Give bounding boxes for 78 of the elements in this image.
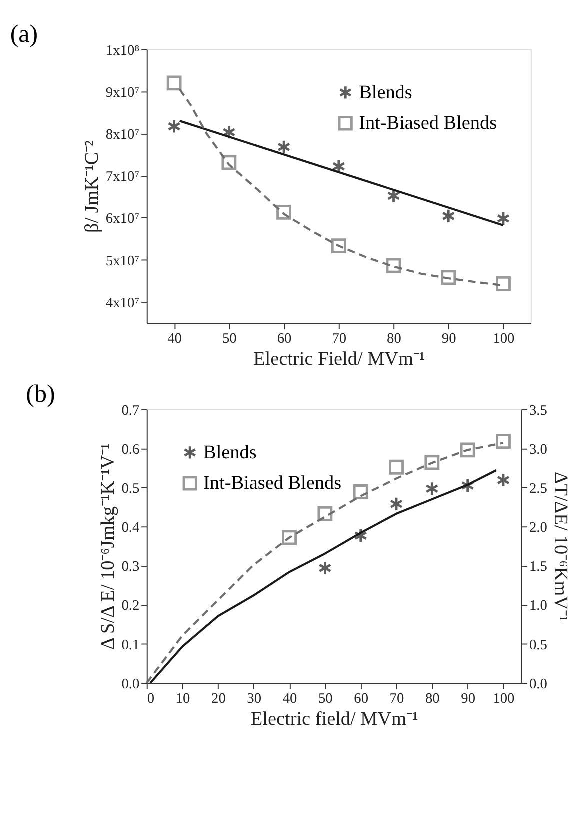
chart-title: (a) <box>10 20 38 48</box>
point <box>390 496 404 512</box>
y2-tick-label: 2.5 <box>529 480 548 497</box>
point <box>426 481 439 496</box>
x-tick-label: 50 <box>222 330 237 347</box>
point <box>441 270 456 286</box>
point <box>222 124 236 140</box>
x-tick-label: 40 <box>168 330 182 347</box>
x-tick-label: 20 <box>211 690 226 707</box>
point <box>496 434 511 450</box>
point <box>442 208 456 224</box>
x-tick-label: 70 <box>332 330 347 347</box>
legend-label: Blends <box>359 82 412 104</box>
x-tick-label: 60 <box>354 690 369 707</box>
y2-tick-label: 1.5 <box>529 559 548 576</box>
point <box>331 238 346 254</box>
x-tick-label: 80 <box>387 330 402 347</box>
y-tick-label: 1x10⁸ <box>106 42 140 59</box>
y-tick-label: 7x10⁷ <box>106 169 140 186</box>
point <box>387 188 400 204</box>
point <box>318 560 332 576</box>
point <box>276 204 292 220</box>
point <box>222 155 237 170</box>
x-tick-label: 50 <box>318 690 333 707</box>
x-tick-label: 100 <box>493 330 515 347</box>
point <box>277 140 291 155</box>
x-tick-label: 10 <box>176 690 190 707</box>
x-tick-label: 100 <box>493 690 515 707</box>
x-tick-label: 30 <box>247 690 262 707</box>
legend-label: Int-Biased Blends <box>204 473 342 494</box>
y-axis-title: β/ JmK⁻¹C⁻² <box>82 140 104 234</box>
x-tick-label: 70 <box>390 690 404 707</box>
y-tick-label: 0.2 <box>122 598 140 614</box>
point <box>332 159 346 174</box>
point <box>386 258 402 274</box>
x-tick-label: 60 <box>277 330 292 347</box>
x-axis-title: Electric field/ MVm⁻¹ <box>250 708 418 730</box>
y-axis-title: Δ S/Δ E/ 10⁻⁶Jmkg⁻¹K⁻¹V⁻¹ <box>98 443 120 650</box>
y2-tick-label: 0.0 <box>529 676 548 692</box>
y2-tick-label: 3.0 <box>529 442 548 458</box>
y2-tick-label: 2.0 <box>529 520 548 536</box>
y2-tick-label: 3.5 <box>529 402 548 419</box>
y2-tick-label: 1.0 <box>529 598 548 614</box>
y-tick-label: 0.4 <box>122 520 140 536</box>
point <box>318 506 333 522</box>
x-axis-title: Electric Field/ MVm⁻¹ <box>254 348 426 370</box>
y-tick-label: 0.3 <box>122 559 140 576</box>
point <box>166 76 182 91</box>
y-tick-label: 0.5 <box>122 480 140 497</box>
point <box>460 442 476 458</box>
point <box>354 528 368 544</box>
point <box>496 472 510 488</box>
point <box>353 484 368 500</box>
point <box>424 455 440 470</box>
legend-label: Blends <box>204 442 257 464</box>
x-tick-label: 0 <box>147 690 155 707</box>
legend-label: Int-Biased Blends <box>359 113 498 134</box>
y-tick-label: 9x10⁷ <box>106 84 140 101</box>
point <box>496 211 510 226</box>
y-tick-label: 4x10⁷ <box>106 295 140 312</box>
x-tick-label: 40 <box>282 690 298 707</box>
y-tick-label: 0.6 <box>122 442 140 458</box>
point <box>461 478 474 494</box>
y-tick-label: 8x10⁷ <box>106 126 140 143</box>
y-tick-label: 0.7 <box>122 402 140 419</box>
point <box>389 460 404 475</box>
x-tick-label: 90 <box>461 690 476 707</box>
y-tick-label: 6x10⁷ <box>106 211 140 228</box>
y-tick-label: 5x10⁷ <box>106 253 140 270</box>
y-tick-label: 0.1 <box>122 637 140 654</box>
point <box>282 530 297 546</box>
x-tick-label: 80 <box>425 690 440 707</box>
y2-tick-label: 0.5 <box>529 637 548 654</box>
y-tick-label: 0.0 <box>122 676 140 692</box>
y2-axis-title: ΔT/ΔE/ 10⁻⁶KmV⁻¹ <box>550 472 572 622</box>
point <box>496 276 511 292</box>
chart-title: (b) <box>26 380 56 408</box>
x-tick-label: 90 <box>442 330 456 347</box>
